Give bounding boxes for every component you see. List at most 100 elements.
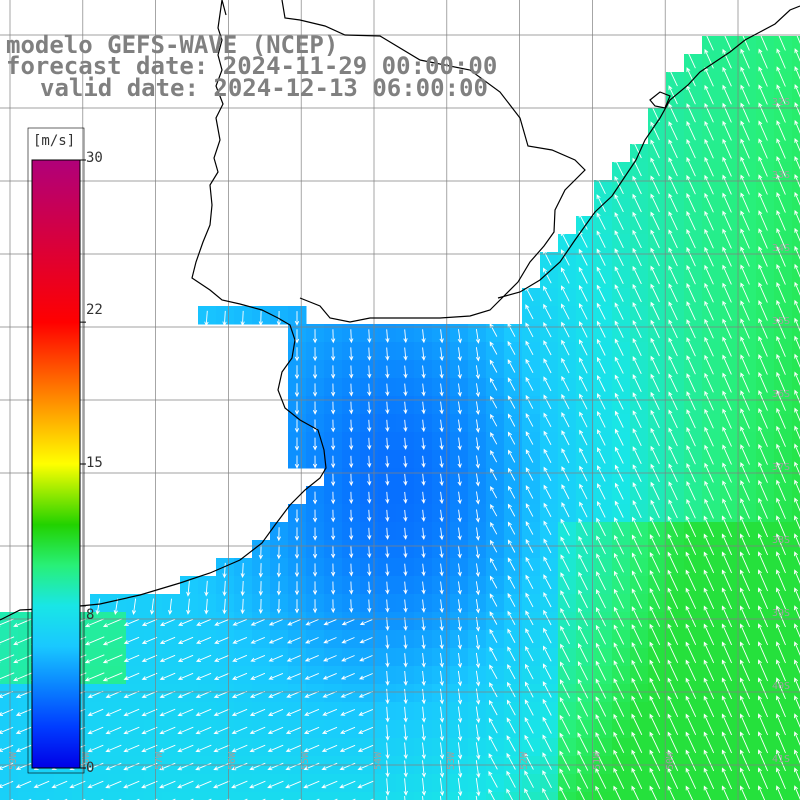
wind-arrow <box>758 174 768 195</box>
wind-arrow <box>794 137 800 152</box>
wind-cell <box>594 792 613 800</box>
wind-arrow <box>794 641 800 656</box>
lon-label: 52W <box>519 751 530 770</box>
wind-arrow <box>614 516 625 537</box>
wind-arrow <box>507 503 516 517</box>
wind-arrow <box>489 341 498 355</box>
wind-arrow <box>703 641 715 664</box>
wind-cell <box>666 792 685 800</box>
wind-arrow <box>330 401 336 415</box>
wind-arrow <box>421 365 426 379</box>
wind-arrow <box>561 411 570 428</box>
wind-arrow <box>595 624 607 645</box>
wind-cell <box>792 108 800 127</box>
wind-arrow <box>542 787 549 800</box>
wind-arrow <box>385 347 390 361</box>
wind-arrow <box>578 607 589 627</box>
wind-arrow <box>330 491 336 505</box>
wind-arrow <box>794 713 800 728</box>
wind-arrow <box>561 357 570 374</box>
wind-arrow <box>123 672 140 681</box>
wind-arrow <box>704 300 714 321</box>
wind-arrow <box>403 563 408 577</box>
wind-arrow <box>294 509 300 523</box>
wind-arrow <box>722 408 732 429</box>
wind-arrow <box>650 157 660 177</box>
wind-arrow <box>668 85 678 105</box>
wind-arrow <box>632 283 642 303</box>
wind-arrow <box>686 282 696 303</box>
wind-cell <box>792 540 800 559</box>
wind-arrow <box>403 347 408 361</box>
wind-arrow <box>488 788 495 800</box>
wind-arrow <box>294 401 300 416</box>
wind-arrow <box>667 785 676 800</box>
wind-arrow <box>359 619 373 626</box>
wind-arrow <box>285 744 302 753</box>
wind-arrow <box>222 598 227 615</box>
wind-arrow <box>597 429 606 446</box>
wind-arrow <box>489 682 498 698</box>
wind-arrow <box>475 527 480 541</box>
wind-arrow <box>542 770 552 789</box>
wind-arrow <box>667 587 679 609</box>
wind-arrow <box>561 303 570 320</box>
wind-arrow <box>177 762 194 771</box>
wind-cell <box>54 792 73 800</box>
wind-arrow <box>312 455 318 469</box>
wind-arrow <box>776 281 786 303</box>
wind-arrow <box>457 652 463 669</box>
wind-arrow <box>141 726 158 735</box>
wind-arrow <box>525 574 534 590</box>
wind-arrow <box>597 410 606 428</box>
wind-arrow <box>668 193 678 213</box>
wind-arrow <box>294 383 300 398</box>
wind-arrow <box>385 778 390 796</box>
wind-arrow <box>794 84 800 98</box>
wind-arrow <box>403 599 408 613</box>
wind-arrow <box>322 708 338 716</box>
wind-cell <box>792 306 800 325</box>
wind-arrow <box>267 762 284 771</box>
colorbar-unit: [m/s] <box>33 133 76 149</box>
wind-arrow <box>330 599 336 614</box>
wind-arrow <box>385 473 390 486</box>
wind-arrow <box>703 677 715 700</box>
wind-arrow <box>686 444 696 465</box>
wind-arrow <box>457 760 463 778</box>
wind-arrow <box>287 619 301 626</box>
wind-cell <box>378 792 397 800</box>
wind-arrow <box>330 365 336 379</box>
wind-arrow <box>249 780 266 789</box>
wind-arrow <box>542 716 552 734</box>
wind-arrow <box>579 375 588 392</box>
wind-arrow <box>649 569 661 591</box>
wind-arrow <box>559 714 571 735</box>
wind-arrow <box>0 654 15 664</box>
wind-arrow <box>776 245 786 267</box>
wind-arrow <box>794 749 800 764</box>
wind-cell <box>234 792 253 800</box>
lon-label: 50W <box>665 751 676 770</box>
wind-arrow <box>421 329 426 344</box>
wind-arrow <box>685 533 697 555</box>
wind-arrow <box>403 724 408 741</box>
wind-arrow <box>123 762 140 771</box>
wind-arrow <box>561 375 570 392</box>
wind-arrow <box>525 449 534 463</box>
wind-arrow <box>15 726 32 734</box>
wind-arrow <box>457 365 462 380</box>
wind-arrow <box>560 554 570 572</box>
wind-arrow <box>596 194 606 213</box>
wind-arrow <box>614 302 624 320</box>
wind-arrow <box>84 618 105 628</box>
wind-cell <box>792 144 800 163</box>
wind-arrow <box>740 264 750 285</box>
wind-arrow <box>367 383 372 397</box>
wind-arrow <box>508 449 516 463</box>
wind-arrow <box>561 448 570 464</box>
wind-arrow <box>704 48 714 69</box>
wind-arrow <box>87 708 104 717</box>
wind-arrow <box>457 581 462 595</box>
